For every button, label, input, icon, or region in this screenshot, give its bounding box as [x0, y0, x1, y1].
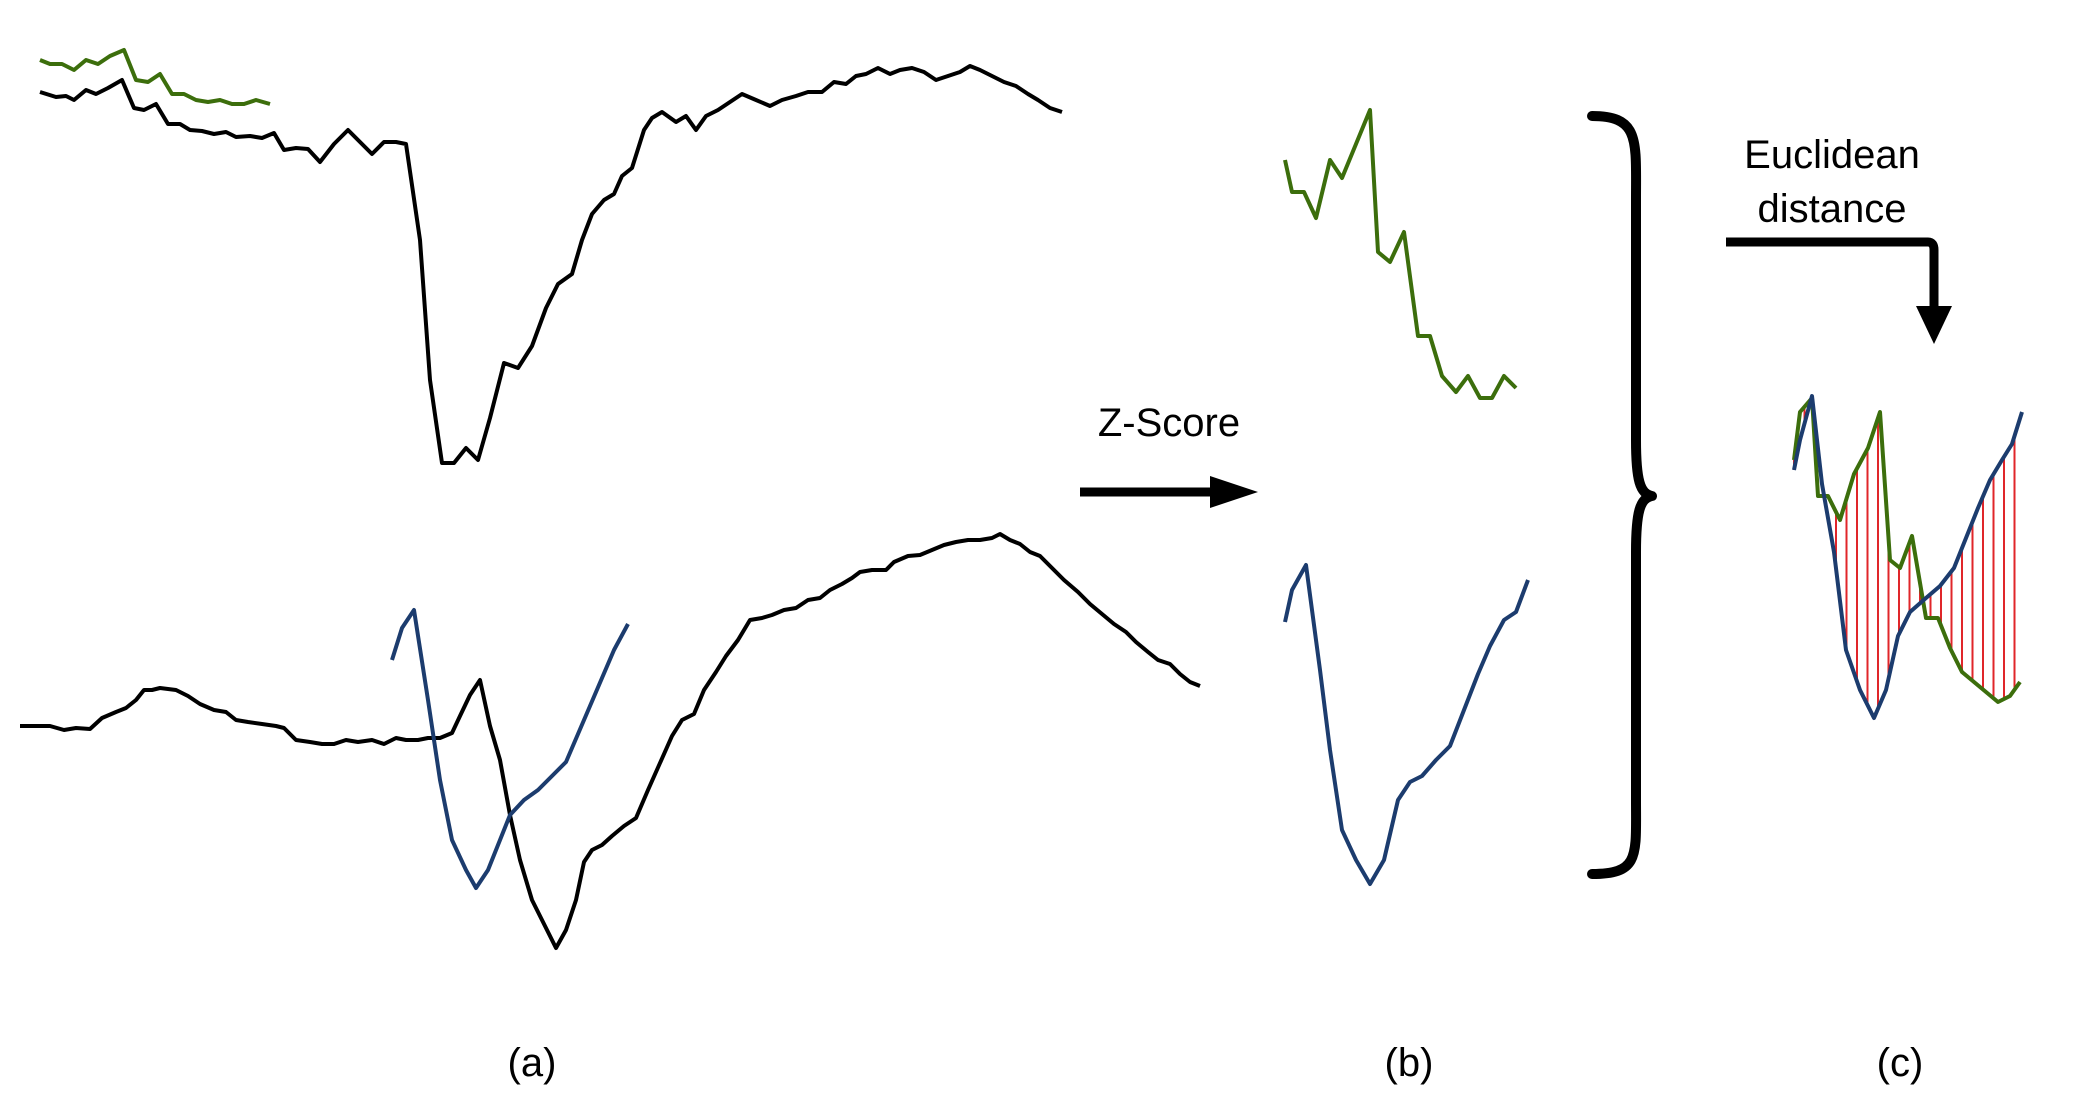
panel-b — [1283, 108, 1530, 886]
c-green-series — [1792, 396, 2022, 704]
euclidean-arrow — [1726, 237, 1952, 344]
c-blue-series — [1792, 394, 2024, 720]
b-blue-zscored — [1283, 563, 1530, 886]
panel-a — [20, 48, 1201, 950]
zscore-label: Z-Score — [1098, 401, 1240, 445]
panel-a-caption: (a) — [508, 1041, 557, 1085]
panel-c — [1792, 394, 2024, 720]
panel-c-caption: (c) — [1877, 1041, 1924, 1085]
distance-lines — [1793, 406, 2016, 709]
a-bottom-black-series — [20, 532, 1201, 950]
a-bottom-blue-series — [390, 608, 630, 890]
a-top-green-series — [39, 48, 271, 106]
b-green-zscored — [1283, 108, 1518, 400]
curly-brace — [1587, 111, 1657, 879]
panel-b-caption: (b) — [1385, 1041, 1434, 1085]
euclid-label-line2: distance — [1758, 187, 1907, 231]
a-top-black-series — [39, 64, 1063, 465]
zscore-arrow — [1080, 476, 1258, 508]
euclid-label-line1: Euclidean — [1744, 133, 1920, 177]
